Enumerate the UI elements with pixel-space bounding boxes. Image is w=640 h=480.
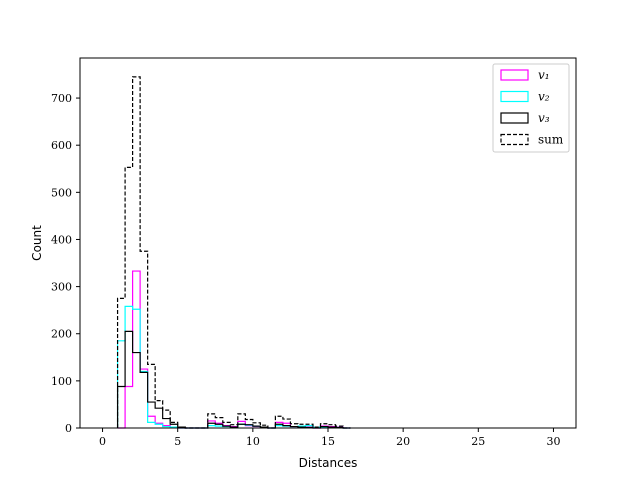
- y-tick-label: 500: [51, 186, 72, 199]
- legend-swatch: [500, 69, 529, 81]
- y-tick-label: 700: [51, 92, 72, 105]
- legend-swatch: [500, 90, 529, 103]
- legend-label: v₂: [538, 90, 550, 104]
- x-tick-label: 20: [396, 435, 410, 448]
- legend-label: v₃: [538, 111, 550, 125]
- y-axis-label: Count: [30, 225, 44, 261]
- legend-label: v₁: [538, 68, 550, 82]
- series-4-step: [116, 76, 351, 429]
- y-tick-label: 600: [51, 139, 72, 152]
- y-tick-label: 200: [51, 328, 72, 341]
- x-tick-label: 25: [471, 435, 485, 448]
- legend-box: [492, 63, 570, 153]
- x-axis-label: Distances: [299, 456, 358, 470]
- y-tick-label: 100: [51, 375, 72, 388]
- series-2-step: [116, 305, 351, 429]
- series-layer: [116, 76, 351, 429]
- series-3-step: [116, 330, 351, 429]
- legend-label: sum: [538, 133, 564, 147]
- series-1-step: [117, 270, 351, 429]
- x-axis-ticks: 0 5 10 15 20 25 30: [99, 428, 560, 448]
- y-tick-label: 300: [51, 281, 72, 294]
- legend-swatch: [500, 112, 529, 124]
- x-tick-label: 5: [174, 435, 181, 448]
- y-tick-label: 0: [65, 422, 72, 435]
- x-tick-label: 10: [246, 435, 260, 448]
- legend-swatch: [500, 133, 529, 146]
- y-tick-label: 400: [51, 233, 72, 246]
- legend: v₁ v₂ v₃ sum: [492, 63, 570, 153]
- x-tick-label: 30: [546, 435, 560, 448]
- y-axis-ticks: 0 100 200 300 400 500 600 700: [51, 92, 80, 435]
- x-tick-label: 15: [321, 435, 335, 448]
- x-tick-label: 0: [99, 435, 106, 448]
